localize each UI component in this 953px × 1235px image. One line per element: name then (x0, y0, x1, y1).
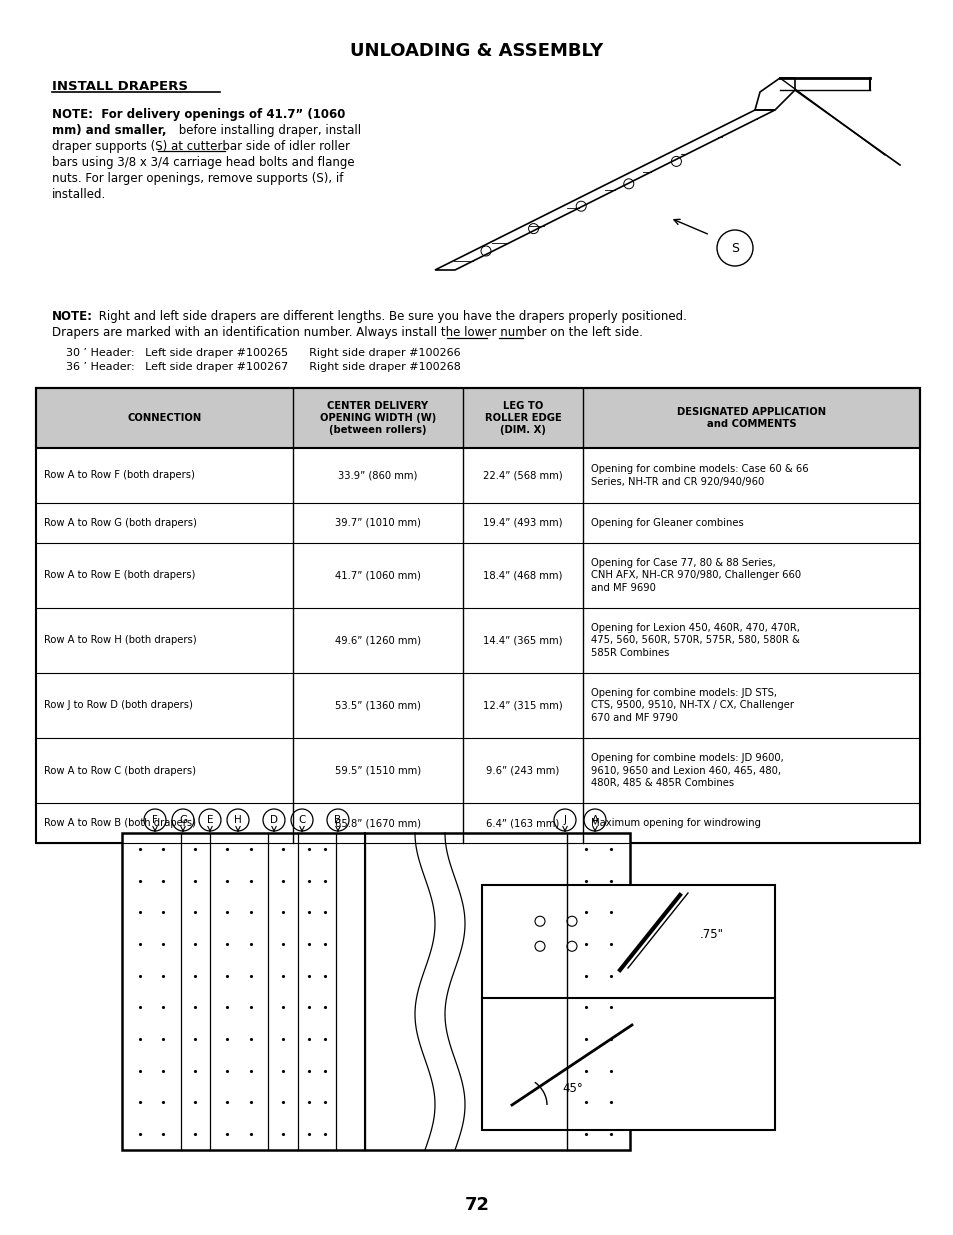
Text: J: J (563, 815, 566, 825)
Circle shape (717, 230, 752, 266)
Text: Opening for Gleaner combines: Opening for Gleaner combines (590, 517, 743, 527)
Text: H: H (233, 815, 242, 825)
Text: Row A to Row F (both drapers): Row A to Row F (both drapers) (44, 471, 194, 480)
Text: 9.6” (243 mm): 9.6” (243 mm) (486, 766, 559, 776)
Text: UNLOADING & ASSEMBLY: UNLOADING & ASSEMBLY (350, 42, 603, 61)
Text: 30 ’ Header:   Left side draper #100265      Right side draper #100266: 30 ’ Header: Left side draper #100265 Ri… (52, 348, 460, 358)
Circle shape (554, 809, 576, 831)
Text: 39.7” (1010 mm): 39.7” (1010 mm) (335, 517, 420, 527)
Text: NOTE:: NOTE: (52, 310, 92, 324)
Text: .75": .75" (700, 929, 723, 941)
Circle shape (291, 809, 313, 831)
Text: Opening for combine models: JD STS,
CTS, 9500, 9510, NH-TX / CX, Challenger
670 : Opening for combine models: JD STS, CTS,… (590, 688, 793, 722)
Text: 18.4” (468 mm): 18.4” (468 mm) (483, 571, 562, 580)
Circle shape (327, 809, 349, 831)
Text: nuts. For larger openings, remove supports (S), if: nuts. For larger openings, remove suppor… (52, 172, 343, 185)
Text: CENTER DELIVERY
OPENING WIDTH (W)
(between rollers): CENTER DELIVERY OPENING WIDTH (W) (betwe… (319, 400, 436, 436)
Text: 19.4” (493 mm): 19.4” (493 mm) (483, 517, 562, 527)
Text: 59.5” (1510 mm): 59.5” (1510 mm) (335, 766, 420, 776)
Circle shape (172, 809, 193, 831)
Text: D: D (270, 815, 277, 825)
Text: NOTE:  For delivery openings of 41.7” (1060: NOTE: For delivery openings of 41.7” (10… (52, 107, 345, 121)
Text: Row A to Row E (both drapers): Row A to Row E (both drapers) (44, 571, 195, 580)
Circle shape (227, 809, 249, 831)
Text: installed.: installed. (52, 188, 106, 201)
Circle shape (583, 809, 605, 831)
Text: LEG TO
ROLLER EDGE
(DIM. X): LEG TO ROLLER EDGE (DIM. X) (484, 400, 560, 436)
Circle shape (199, 809, 221, 831)
Circle shape (263, 809, 285, 831)
Text: B: B (335, 815, 341, 825)
Text: Right and left side drapers are different lengths. Be sure you have the drapers : Right and left side drapers are differen… (95, 310, 686, 324)
Text: 45°: 45° (561, 1082, 582, 1095)
Text: Opening for combine models: Case 60 & 66
Series, NH-TR and CR 920/940/960: Opening for combine models: Case 60 & 66… (590, 464, 808, 487)
Text: S: S (730, 242, 739, 254)
Text: 36 ’ Header:   Left side draper #100267      Right side draper #100268: 36 ’ Header: Left side draper #100267 Ri… (52, 362, 460, 372)
Text: 65.8” (1670 mm): 65.8” (1670 mm) (335, 818, 420, 827)
Text: 41.7” (1060 mm): 41.7” (1060 mm) (335, 571, 420, 580)
Text: 49.6” (1260 mm): 49.6” (1260 mm) (335, 635, 420, 645)
Text: 72: 72 (464, 1195, 489, 1214)
Text: 12.4” (315 mm): 12.4” (315 mm) (482, 700, 562, 710)
Bar (36, 388, 919, 448)
Text: 14.4” (365 mm): 14.4” (365 mm) (483, 635, 562, 645)
Bar (36, 388, 919, 844)
Text: Row A to Row C (both drapers): Row A to Row C (both drapers) (44, 766, 195, 776)
Text: 53.5” (1360 mm): 53.5” (1360 mm) (335, 700, 420, 710)
Text: Row A to Row B (both drapers): Row A to Row B (both drapers) (44, 818, 195, 827)
Text: DESIGNATED APPLICATION
and COMMENTS: DESIGNATED APPLICATION and COMMENTS (677, 406, 825, 430)
Text: F: F (152, 815, 158, 825)
Text: Row J to Row D (both drapers): Row J to Row D (both drapers) (44, 700, 193, 710)
Text: G: G (179, 815, 187, 825)
Text: bars using 3/8 x 3/4 carriage head bolts and flange: bars using 3/8 x 3/4 carriage head bolts… (52, 156, 355, 169)
Text: draper supports (S) at cutterbar side of idler roller: draper supports (S) at cutterbar side of… (52, 140, 350, 153)
Circle shape (144, 809, 166, 831)
Text: Opening for combine models: JD 9600,
9610, 9650 and Lexion 460, 465, 480,
480R, : Opening for combine models: JD 9600, 961… (590, 753, 783, 788)
Text: Row A to Row H (both drapers): Row A to Row H (both drapers) (44, 635, 196, 645)
Text: 33.9” (860 mm): 33.9” (860 mm) (338, 471, 417, 480)
Text: A: A (591, 815, 598, 825)
Text: Opening for Lexion 450, 460R, 470, 470R,
475, 560, 560R, 570R, 575R, 580, 580R &: Opening for Lexion 450, 460R, 470, 470R,… (590, 622, 799, 658)
Bar (122, 832, 629, 1150)
Text: Row A to Row G (both drapers): Row A to Row G (both drapers) (44, 517, 196, 527)
Text: E: E (207, 815, 213, 825)
Text: Drapers are marked with an identification number. Always install the lower numbe: Drapers are marked with an identificatio… (52, 326, 642, 338)
Text: 6.4” (163 mm): 6.4” (163 mm) (486, 818, 559, 827)
Text: INSTALL DRAPERS: INSTALL DRAPERS (52, 80, 188, 93)
Text: before installing draper, install: before installing draper, install (174, 124, 361, 137)
Bar (481, 885, 774, 1130)
Text: Maximum opening for windrowing: Maximum opening for windrowing (590, 818, 760, 827)
Text: CONNECTION: CONNECTION (128, 412, 201, 424)
Text: 22.4” (568 mm): 22.4” (568 mm) (482, 471, 562, 480)
Text: mm) and smaller,: mm) and smaller, (52, 124, 167, 137)
Text: C: C (298, 815, 305, 825)
Text: Opening for Case 77, 80 & 88 Series,
CNH AFX, NH-CR 970/980, Challenger 660
and : Opening for Case 77, 80 & 88 Series, CNH… (590, 558, 801, 593)
